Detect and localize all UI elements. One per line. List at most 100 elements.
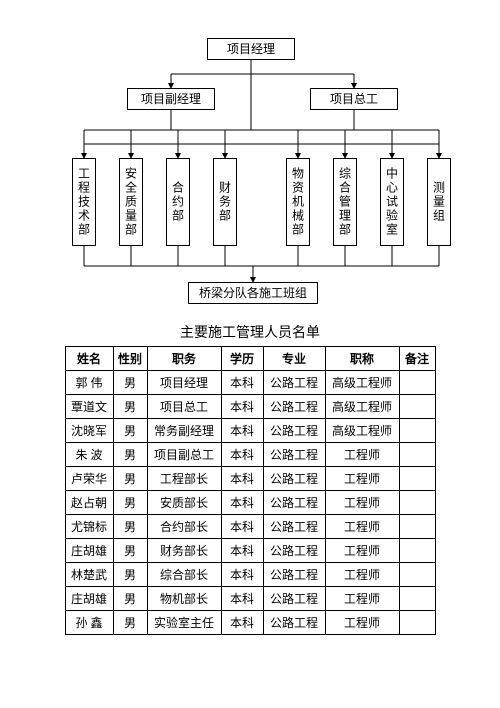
node-chief: 项目总工 — [310, 88, 398, 110]
table-cell: 常务副经理 — [147, 419, 221, 443]
table-cell: 庄胡雄 — [65, 587, 113, 611]
table-cell — [399, 563, 435, 587]
table-cell: 男 — [113, 539, 147, 563]
table-cell: 工程师 — [325, 467, 399, 491]
table-cell: 工程师 — [325, 515, 399, 539]
table-cell: 高级工程师 — [325, 395, 399, 419]
table-cell: 本科 — [221, 467, 263, 491]
table-cell: 卢荣华 — [65, 467, 113, 491]
node-dep7: 中心试验室 — [380, 158, 404, 246]
table-row: 孙 鑫男实验室主任本科公路工程工程师 — [65, 611, 435, 635]
table-header: 专业 — [263, 347, 325, 371]
table-header: 学历 — [221, 347, 263, 371]
table-row: 覃道文男项目总工本科公路工程高级工程师 — [65, 395, 435, 419]
table-cell — [399, 539, 435, 563]
table-cell: 高级工程师 — [325, 371, 399, 395]
table-row: 林楚武男综合部长本科公路工程工程师 — [65, 563, 435, 587]
table-row: 赵占朝男安质部长本科公路工程工程师 — [65, 491, 435, 515]
node-dep3: 合约部 — [166, 158, 190, 246]
table-cell: 男 — [113, 371, 147, 395]
table-cell: 公路工程 — [263, 563, 325, 587]
table-cell: 本科 — [221, 515, 263, 539]
table-row: 尤锦标男合约部长本科公路工程工程师 — [65, 515, 435, 539]
table-cell: 沈晓军 — [65, 419, 113, 443]
table-cell: 工程部长 — [147, 467, 221, 491]
table-cell: 男 — [113, 467, 147, 491]
table-cell: 朱 波 — [65, 443, 113, 467]
table-cell: 综合部长 — [147, 563, 221, 587]
table-header: 性别 — [113, 347, 147, 371]
table-cell: 项目经理 — [147, 371, 221, 395]
node-dep5: 物资机械部 — [286, 158, 310, 246]
table-cell: 庄胡雄 — [65, 539, 113, 563]
table-cell: 公路工程 — [263, 491, 325, 515]
table-cell: 本科 — [221, 539, 263, 563]
table-cell: 公路工程 — [263, 419, 325, 443]
table-cell: 高级工程师 — [325, 419, 399, 443]
table-cell: 公路工程 — [263, 587, 325, 611]
node-dep2: 安全质量部 — [119, 158, 143, 246]
node-bottom: 桥梁分队各施工班组 — [188, 282, 318, 304]
table-cell: 尤锦标 — [65, 515, 113, 539]
table-cell — [399, 443, 435, 467]
table-cell: 财务部长 — [147, 539, 221, 563]
node-dep8: 测量组 — [427, 158, 451, 246]
table-cell: 男 — [113, 491, 147, 515]
table-cell: 赵占朝 — [65, 491, 113, 515]
table-cell: 安质部长 — [147, 491, 221, 515]
table-cell: 男 — [113, 443, 147, 467]
node-pm: 项目经理 — [207, 38, 295, 60]
table-cell: 本科 — [221, 395, 263, 419]
table-cell: 林楚武 — [65, 563, 113, 587]
table-row: 庄胡雄男物机部长本科公路工程工程师 — [65, 587, 435, 611]
table-cell — [399, 611, 435, 635]
table-row: 郭 伟男项目经理本科公路工程高级工程师 — [65, 371, 435, 395]
table-cell: 公路工程 — [263, 371, 325, 395]
table-cell: 男 — [113, 587, 147, 611]
table-header: 备注 — [399, 347, 435, 371]
table-cell: 本科 — [221, 371, 263, 395]
node-dep6: 综合管理部 — [333, 158, 357, 246]
table-cell: 男 — [113, 395, 147, 419]
table-cell: 男 — [113, 611, 147, 635]
table-cell: 覃道文 — [65, 395, 113, 419]
table-cell — [399, 395, 435, 419]
table-cell: 孙 鑫 — [65, 611, 113, 635]
personnel-table: 姓名性别职务学历专业职称备注 郭 伟男项目经理本科公路工程高级工程师覃道文男项目… — [65, 346, 436, 635]
table-cell — [399, 371, 435, 395]
table-cell — [399, 467, 435, 491]
table-cell: 本科 — [221, 563, 263, 587]
table-cell: 工程师 — [325, 563, 399, 587]
table-cell: 公路工程 — [263, 467, 325, 491]
node-vpm: 项目副经理 — [127, 88, 215, 110]
table-row: 庄胡雄男财务部长本科公路工程工程师 — [65, 539, 435, 563]
table-cell: 项目副总工 — [147, 443, 221, 467]
table-cell: 男 — [113, 563, 147, 587]
table-cell: 本科 — [221, 587, 263, 611]
table-header: 姓名 — [65, 347, 113, 371]
table-cell: 公路工程 — [263, 443, 325, 467]
table-cell: 实验室主任 — [147, 611, 221, 635]
table-cell: 男 — [113, 419, 147, 443]
table-cell: 公路工程 — [263, 515, 325, 539]
table-title: 主要施工管理人员名单 — [0, 322, 500, 342]
table-cell: 公路工程 — [263, 395, 325, 419]
table-cell: 项目总工 — [147, 395, 221, 419]
table-cell: 本科 — [221, 443, 263, 467]
table-cell: 本科 — [221, 611, 263, 635]
table-cell: 工程师 — [325, 491, 399, 515]
node-dep1: 工程技术部 — [72, 158, 96, 246]
table-cell: 工程师 — [325, 611, 399, 635]
table-cell — [399, 491, 435, 515]
table-header: 职称 — [325, 347, 399, 371]
table-row: 卢荣华男工程部长本科公路工程工程师 — [65, 467, 435, 491]
table-cell — [399, 419, 435, 443]
table-cell: 男 — [113, 515, 147, 539]
table-cell: 本科 — [221, 491, 263, 515]
table-cell: 郭 伟 — [65, 371, 113, 395]
table-cell — [399, 587, 435, 611]
table-row: 朱 波男项目副总工本科公路工程工程师 — [65, 443, 435, 467]
table-cell: 合约部长 — [147, 515, 221, 539]
table-cell — [399, 515, 435, 539]
table-cell: 公路工程 — [263, 539, 325, 563]
